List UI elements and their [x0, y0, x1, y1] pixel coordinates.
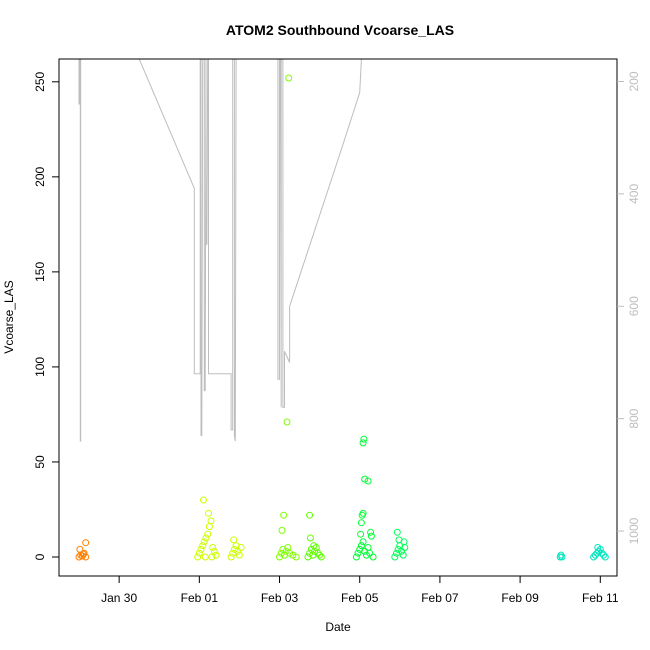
data-point	[208, 553, 216, 561]
y-tick-label: 250	[33, 71, 47, 91]
data-point	[357, 530, 365, 538]
data-point	[194, 553, 202, 561]
data-point	[292, 553, 300, 561]
data-point	[237, 544, 245, 551]
data-point	[201, 553, 209, 561]
data-point	[316, 551, 324, 559]
secondary-line-group	[78, 58, 362, 442]
data-point	[306, 534, 314, 542]
data-point	[357, 519, 365, 527]
data-point	[278, 526, 286, 534]
y-axis-label: Vcoarse_LAS	[2, 280, 16, 353]
data-point	[600, 551, 608, 559]
data-point	[205, 523, 213, 531]
data-point	[361, 475, 369, 483]
x-tick-label: Feb 05	[341, 591, 379, 605]
data-point	[359, 509, 367, 517]
data-point	[558, 553, 566, 561]
data-point	[359, 439, 367, 447]
data-point	[230, 536, 238, 544]
y2-tick-label: 600	[627, 296, 641, 316]
y2-tick-label: 200	[627, 71, 641, 91]
data-point	[235, 551, 243, 559]
data-point	[195, 549, 203, 557]
y-axis-right: 200 400 600 800 1000	[617, 71, 641, 544]
y2-tick-label: 800	[627, 408, 641, 428]
data-point	[204, 530, 212, 538]
data-point	[230, 545, 238, 553]
data-point	[82, 539, 90, 547]
plot-frame	[58, 58, 618, 577]
data-point	[205, 509, 212, 517]
data-point	[369, 553, 377, 561]
y-tick-label: 150	[33, 262, 47, 282]
data-point	[393, 528, 401, 536]
x-tick-label: Feb 09	[501, 591, 539, 605]
x-tick-label: Jan 30	[101, 591, 137, 605]
data-point	[200, 496, 207, 504]
data-point	[367, 532, 375, 540]
x-tick-label: Feb 01	[181, 591, 219, 605]
data-point	[360, 435, 368, 443]
data-point	[357, 542, 365, 550]
data-point	[283, 418, 291, 426]
data-point	[207, 517, 215, 525]
chart-title: ATOM2 Southbound Vcoarse_LAS	[226, 22, 454, 38]
data-point	[199, 542, 207, 550]
data-point	[367, 528, 375, 536]
secondary-series-line	[78, 58, 362, 442]
y-tick-label: 0	[33, 553, 47, 560]
data-point	[210, 547, 218, 555]
data-point	[359, 538, 367, 546]
data-point	[285, 74, 293, 82]
x-axis-label: Date	[325, 620, 351, 634]
y-axis-left: 0 50 100 150 200 250	[33, 71, 59, 560]
data-point	[310, 542, 318, 550]
data-point	[280, 511, 288, 519]
x-tick-label: Feb 11	[582, 591, 619, 605]
data-point	[197, 545, 205, 553]
y2-tick-label: 400	[627, 184, 641, 204]
data-point	[354, 549, 362, 557]
data-point	[76, 545, 84, 553]
data-point	[200, 538, 208, 546]
x-axis: Jan 30 Feb 01 Feb 03 Feb 05 Feb 07 Feb 09 Feb …	[101, 576, 619, 605]
data-point	[209, 544, 217, 551]
y-tick-label: 100	[33, 357, 47, 377]
data-point	[601, 553, 609, 561]
data-point	[594, 544, 602, 551]
y2-tick-label: 1000	[627, 517, 641, 544]
points-group	[75, 74, 609, 561]
data-point	[400, 538, 408, 546]
y-tick-label: 50	[33, 455, 47, 469]
data-point	[202, 534, 210, 542]
data-point	[352, 553, 360, 561]
data-point	[212, 551, 220, 559]
data-point	[391, 553, 399, 561]
data-point	[364, 477, 372, 485]
data-point	[364, 544, 372, 551]
data-point	[399, 551, 407, 559]
data-point	[306, 511, 314, 519]
data-point	[80, 549, 88, 557]
y-tick-label: 200	[33, 167, 47, 187]
data-point	[595, 547, 603, 555]
data-point	[282, 547, 290, 555]
x-tick-label: Feb 07	[421, 591, 459, 605]
x-tick-label: Feb 03	[261, 591, 299, 605]
data-point	[227, 553, 235, 561]
data-point	[394, 545, 402, 553]
data-point	[317, 553, 325, 561]
data-point	[82, 553, 90, 561]
